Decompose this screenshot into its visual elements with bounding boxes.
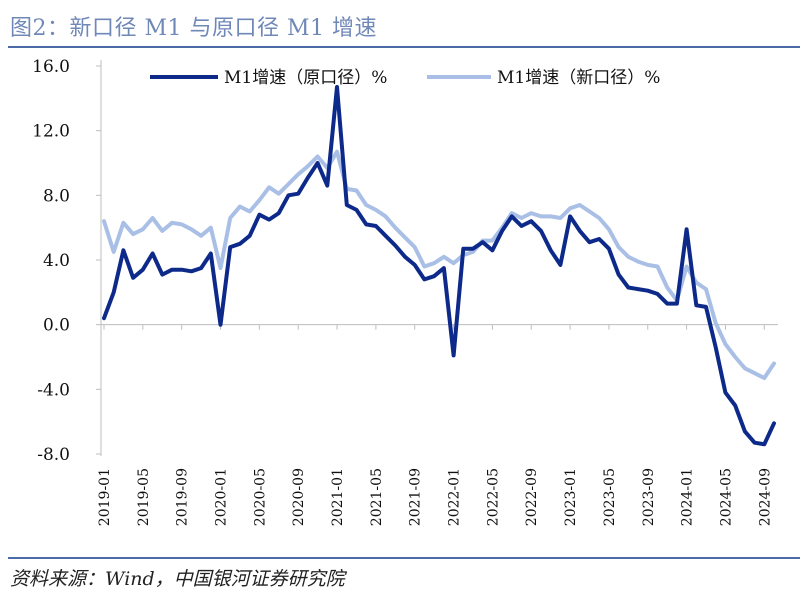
y-tick-label: 4.0 [43, 251, 70, 271]
legend-item-old: M1增速（原口径）% [150, 68, 387, 88]
legend: M1增速（原口径）% M1增速（新口径）% [150, 68, 660, 88]
x-tick-label: 2023-01 [563, 468, 579, 526]
y-tick-label: 16.0 [32, 57, 70, 77]
title-rule [8, 46, 800, 48]
x-tick-label: 2022-05 [485, 468, 501, 526]
y-tick-label: -8.0 [37, 445, 70, 465]
x-tick-label: 2021-09 [408, 468, 424, 526]
x-tick-label: 2023-09 [641, 468, 657, 526]
x-tick-label: 2019-05 [136, 468, 152, 526]
x-tick-label: 2024-01 [680, 468, 696, 526]
y-axis: 16.0 12.0 8.0 4.0 0.0 -4.0 -8.0 [32, 57, 102, 465]
x-tick-label: 2024-09 [757, 468, 773, 526]
line-chart: 16.0 12.0 8.0 4.0 0.0 -4.0 -8.0 2019-01 2019-05… [32, 57, 778, 526]
y-tick-label: 12.0 [32, 122, 70, 142]
x-tick-label: 2019-01 [97, 468, 113, 526]
x-tick-label: 2020-01 [214, 468, 230, 526]
x-tick-label: 2024-05 [718, 468, 734, 526]
x-axis: 2019-01 2019-05 2019-09 2020-01 2020-05 2020-… [97, 324, 778, 526]
y-tick-label: 8.0 [43, 186, 70, 206]
source-note: 资料来源：Wind，中国银河证券研究院 [10, 568, 345, 590]
legend-label: M1增速（原口径）% [224, 68, 387, 88]
x-tick-label: 2023-05 [602, 468, 618, 526]
source-rule [8, 557, 800, 559]
x-tick-label: 2020-09 [291, 468, 307, 526]
x-tick-label: 2019-09 [175, 468, 191, 526]
series-lines [102, 85, 776, 447]
y-tick-label: -4.0 [37, 380, 70, 400]
x-tick-label: 2020-05 [252, 468, 268, 526]
y-tick-label: 0.0 [43, 316, 70, 336]
x-tick-label: 2022-09 [524, 468, 540, 526]
x-tick-label: 2022-01 [447, 468, 463, 526]
x-tick-label: 2021-05 [369, 468, 385, 526]
figure-title: 图2：新口径 M1 与原口径 M1 增速 [10, 16, 378, 41]
series-line-old [102, 85, 776, 447]
series-line-new [102, 149, 776, 380]
legend-item-new: M1增速（新口径）% [427, 68, 660, 88]
legend-label: M1增速（新口径）% [497, 68, 660, 88]
x-tick-label: 2021-01 [330, 468, 346, 526]
